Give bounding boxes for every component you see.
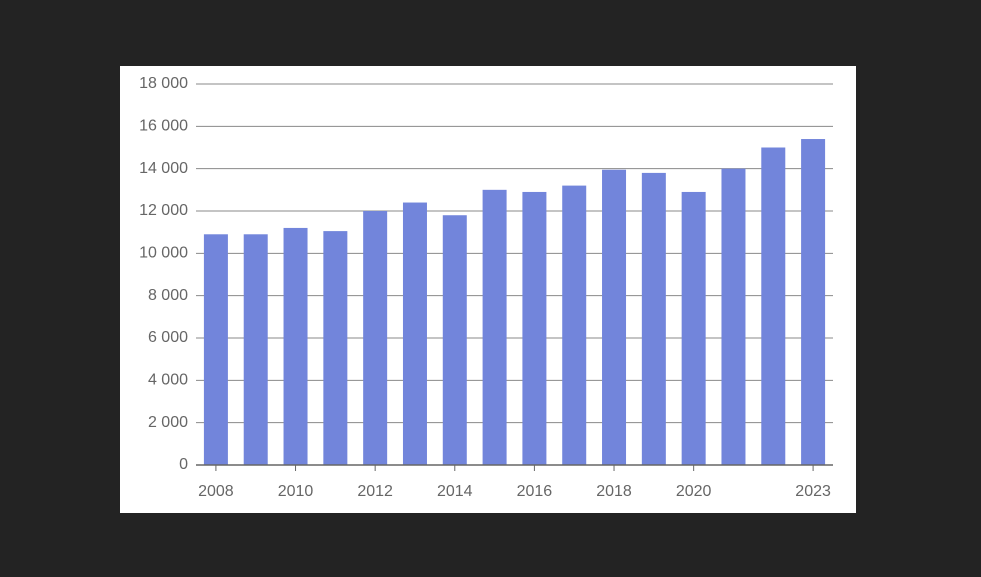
bar <box>402 202 427 466</box>
x-tick-label: 2023 <box>795 483 831 500</box>
y-tick-label: 2 000 <box>148 414 188 431</box>
y-tick-label: 8 000 <box>148 287 188 304</box>
x-tick-label: 2010 <box>278 483 314 500</box>
bar <box>761 147 786 465</box>
bar <box>801 139 826 466</box>
y-tick-label: 0 <box>179 456 188 473</box>
x-tick-label: 2008 <box>198 483 234 500</box>
bar <box>602 169 627 465</box>
bar <box>363 211 388 465</box>
bar <box>482 189 507 466</box>
y-tick-label: 14 000 <box>139 160 188 177</box>
bar <box>681 191 706 465</box>
bar <box>283 227 308 465</box>
bar <box>641 172 666 465</box>
y-tick-label: 18 000 <box>139 75 188 92</box>
bar <box>442 215 467 465</box>
bar <box>562 185 587 465</box>
x-tick-label: 2016 <box>517 483 553 500</box>
y-tick-label: 4 000 <box>148 372 188 389</box>
y-tick-label: 16 000 <box>139 118 188 135</box>
bar <box>243 234 268 465</box>
x-tick-label: 2014 <box>437 483 473 500</box>
bar <box>323 231 348 465</box>
bar <box>522 191 547 465</box>
x-tick-label: 2020 <box>676 483 712 500</box>
y-tick-label: 12 000 <box>139 202 188 219</box>
bar <box>203 234 228 465</box>
x-tick-label: 2012 <box>357 483 393 500</box>
x-tick-label: 2018 <box>596 483 632 500</box>
y-tick-label: 6 000 <box>148 329 188 346</box>
bar <box>721 168 746 465</box>
y-tick-label: 10 000 <box>139 245 188 262</box>
